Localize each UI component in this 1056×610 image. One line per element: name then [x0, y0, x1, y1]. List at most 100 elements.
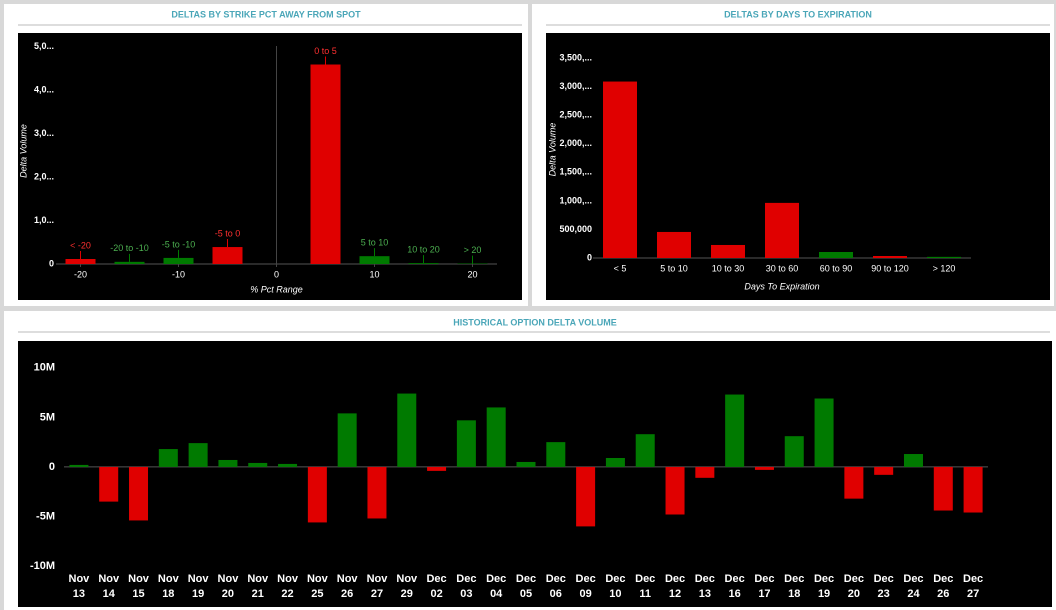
x-tick-label: Nov 19 — [187, 573, 209, 600]
x-tick-label: Dec 26 — [933, 573, 954, 600]
bar — [819, 252, 853, 258]
x-tick-label: 0 — [274, 269, 279, 279]
y-tick-label: 3,0... — [34, 128, 54, 138]
x-tick-label: Dec 02 — [426, 573, 447, 600]
x-tick-label: Nov 15 — [128, 573, 149, 600]
chart-title: DELTAS BY DAYS TO EXPIRATION — [724, 9, 872, 19]
bar — [516, 461, 536, 467]
chart-title: DELTAS BY STRIKE PCT AWAY FROM SPOT — [171, 9, 361, 19]
plot-area — [18, 33, 522, 300]
x-tick-label: -20 — [74, 269, 87, 279]
x-tick-label: Dec 19 — [813, 573, 835, 600]
bar — [603, 81, 637, 258]
y-tick-label: 5M — [40, 411, 55, 423]
bar — [963, 466, 983, 513]
bar — [576, 466, 596, 527]
x-tick-label: Dec 13 — [694, 573, 715, 600]
bar — [933, 466, 953, 511]
bar — [765, 202, 799, 258]
x-tick-label: 30 to 60 — [766, 263, 799, 273]
x-tick-label: Dec 17 — [754, 573, 775, 600]
y-tick-label: 1,000,... — [559, 195, 592, 205]
x-tick-label: Dec 10 — [605, 573, 626, 600]
x-tick-label: Dec 11 — [635, 573, 656, 600]
bar — [310, 64, 341, 264]
bar — [408, 263, 439, 264]
bar — [456, 420, 476, 467]
bar — [844, 466, 864, 499]
y-tick-label: -5M — [36, 510, 55, 522]
x-tick-label: Dec 24 — [903, 573, 924, 600]
bar — [605, 457, 625, 467]
y-tick-label: 3,500,... — [559, 53, 592, 63]
y-tick-label: 0 — [49, 258, 54, 268]
x-tick-label: 90 to 120 — [871, 263, 909, 273]
data-label: 10 to 20 — [407, 245, 440, 255]
x-tick-label: Nov 25 — [306, 573, 328, 600]
bar — [367, 466, 387, 519]
bar — [657, 231, 691, 258]
x-tick-label: Nov 27 — [366, 573, 388, 600]
x-tick-label: 20 — [467, 269, 477, 279]
data-label: > 20 — [464, 245, 482, 255]
bar — [212, 247, 243, 264]
bar — [129, 466, 149, 521]
bar — [695, 466, 715, 478]
y-tick-label: 0 — [587, 252, 592, 262]
data-label: < -20 — [70, 240, 91, 250]
y-tick-label: 10M — [34, 362, 55, 374]
x-tick-label: Dec 03 — [456, 573, 477, 600]
bar — [427, 466, 447, 471]
y-tick-label: 1,0... — [34, 215, 54, 225]
x-tick-label: Nov 26 — [336, 573, 358, 600]
bar — [873, 256, 907, 258]
y-axis-label: Delta Volume — [18, 124, 28, 178]
x-tick-label: Dec 27 — [963, 573, 984, 600]
x-tick-label: Dec 18 — [784, 573, 805, 600]
x-tick-label: Nov 21 — [247, 573, 269, 600]
x-axis-label: Days To Expiration — [744, 281, 819, 291]
data-label: 0 to 5 — [314, 46, 337, 56]
bar — [635, 434, 655, 467]
bar — [337, 413, 357, 467]
x-tick-label: 10 — [369, 269, 379, 279]
data-label: 5 to 10 — [361, 238, 389, 248]
y-tick-label: 2,000,... — [559, 138, 592, 148]
x-tick-label: 10 to 30 — [712, 263, 745, 273]
bar — [665, 466, 685, 515]
bar — [754, 466, 774, 470]
y-tick-label: 1,500,... — [559, 167, 592, 177]
bar — [114, 261, 145, 264]
bar — [158, 449, 178, 467]
x-tick-label: Dec 06 — [545, 573, 566, 600]
x-tick-label: Dec 05 — [515, 573, 537, 600]
x-tick-label: Dec 09 — [575, 573, 596, 600]
x-tick-label: Nov 22 — [277, 573, 298, 600]
bar — [218, 459, 238, 467]
y-axis-label: Delta Volume — [547, 123, 557, 177]
x-tick-label: Nov 20 — [217, 573, 239, 600]
x-tick-label: Dec 12 — [664, 573, 686, 600]
y-tick-label: 500,000 — [559, 224, 592, 234]
x-tick-label: -10 — [172, 269, 185, 279]
bar — [397, 393, 417, 467]
data-label: -5 to -10 — [162, 239, 196, 249]
data-label: -20 to -10 — [110, 243, 149, 253]
y-tick-label: 0 — [49, 461, 55, 473]
x-tick-label: < 5 — [614, 263, 627, 273]
x-tick-label: Dec 16 — [724, 573, 745, 600]
bar — [65, 259, 96, 264]
x-tick-label: Dec 23 — [873, 573, 894, 600]
y-tick-label: 5,0... — [34, 41, 54, 51]
bar — [927, 256, 961, 258]
bar — [725, 394, 745, 467]
x-tick-label: Nov 18 — [157, 573, 179, 600]
plot-area — [18, 341, 1052, 607]
bar — [903, 454, 923, 467]
bar — [814, 398, 834, 467]
x-tick-label: 60 to 90 — [820, 263, 853, 273]
bar — [248, 462, 268, 467]
x-tick-label: Nov 13 — [68, 573, 90, 600]
